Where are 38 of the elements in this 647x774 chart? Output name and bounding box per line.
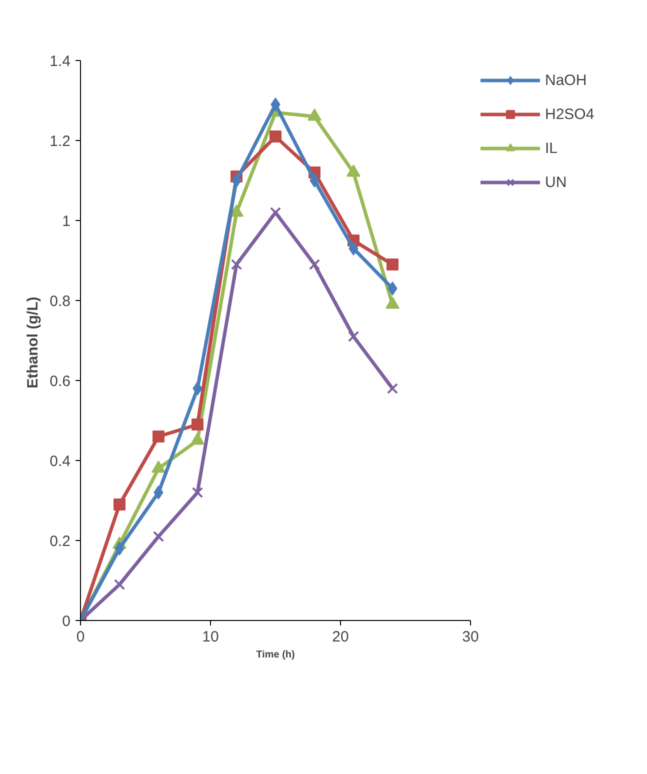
y-tick-label: 0.6	[50, 373, 71, 390]
y-tick-label: 0	[62, 613, 70, 630]
point	[114, 498, 126, 510]
y-tick-label: 0.8	[50, 293, 71, 310]
point	[152, 530, 164, 542]
y-tick-label: 1.2	[50, 133, 71, 150]
point	[310, 174, 320, 188]
point	[230, 258, 242, 270]
point	[348, 330, 360, 342]
x-tick-label: 20	[332, 628, 349, 646]
x-tick-label: 10	[202, 628, 219, 646]
point	[192, 486, 204, 498]
point	[388, 282, 398, 296]
x-tick-label: 30	[462, 628, 479, 646]
y-tick-label: 1.4	[50, 53, 71, 70]
point	[154, 486, 164, 500]
legend-label: UN	[545, 174, 567, 190]
point	[232, 174, 242, 188]
point	[192, 382, 202, 396]
point	[270, 130, 282, 142]
y-tick-label: 1	[62, 213, 70, 230]
y-axis-title: Ethanol (g/L)	[24, 296, 42, 388]
point	[152, 430, 164, 442]
x-axis-title: Time (h)	[256, 650, 295, 660]
y-tick-label: 0.4	[50, 453, 71, 470]
point	[348, 242, 358, 256]
point	[114, 578, 126, 590]
legend-label: IL	[545, 140, 559, 156]
point	[386, 258, 398, 270]
legend-label: NaOH	[545, 72, 587, 88]
point	[192, 418, 204, 430]
y-tick-label: 0.2	[50, 533, 71, 550]
point	[114, 542, 124, 556]
legend-label: H2SO4	[545, 106, 594, 122]
point	[386, 382, 398, 394]
x-tick-label: 0	[76, 628, 85, 646]
point	[308, 258, 320, 270]
point	[270, 98, 280, 112]
